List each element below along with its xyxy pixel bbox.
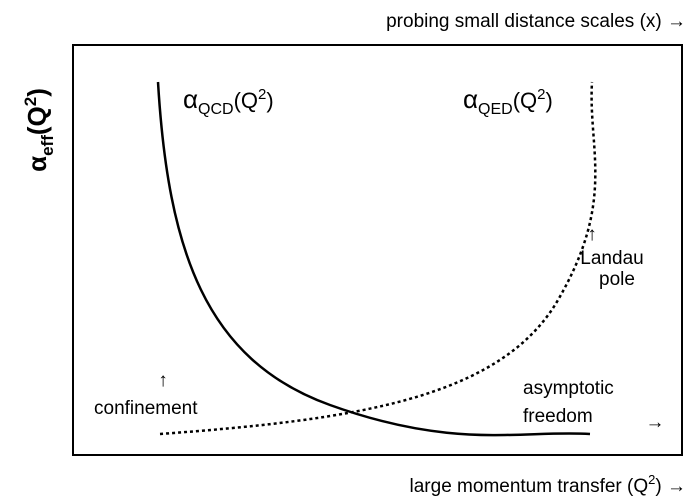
asymptotic-text: freedom	[523, 406, 593, 427]
asymptotic-arrow: →	[646, 412, 665, 433]
sup: 2	[537, 86, 545, 103]
confinement-text: confinement	[94, 398, 198, 419]
text: (Q	[513, 88, 537, 113]
qcd-label: αQCD(Q2)	[183, 84, 274, 118]
text: )	[266, 88, 273, 113]
symbol: α	[22, 156, 52, 172]
landau-text: Landau	[580, 248, 643, 269]
confinement-arrow: ↑	[158, 370, 168, 391]
bottom-label: large momentum transfer (Q2) →	[410, 472, 686, 497]
qed-label: αQED(Q2)	[463, 84, 553, 118]
top-label: probing small distance scales (x) →	[386, 11, 686, 32]
y-label: αeff(Q2)	[21, 88, 57, 172]
text: )	[22, 88, 52, 97]
asymptotic-text: asymptotic	[523, 378, 614, 399]
landau-text: pole	[599, 269, 635, 290]
sup: 2	[21, 97, 40, 106]
symbol: α	[463, 84, 478, 114]
text: )	[546, 88, 553, 113]
sub: QCD	[198, 101, 234, 118]
frame	[72, 44, 683, 456]
qcd-curve	[156, 81, 591, 437]
text: (Q	[22, 106, 52, 135]
text: (Q	[234, 88, 258, 113]
landau-arrow: ↑	[587, 224, 597, 245]
sup: 2	[258, 86, 266, 103]
text: ) →	[655, 476, 686, 497]
sup: 2	[648, 472, 655, 487]
sub: eff	[38, 135, 57, 156]
sub: QED	[478, 101, 513, 118]
text: large momentum transfer (Q	[410, 476, 649, 497]
qed-curve	[159, 81, 597, 436]
symbol: α	[183, 84, 198, 114]
